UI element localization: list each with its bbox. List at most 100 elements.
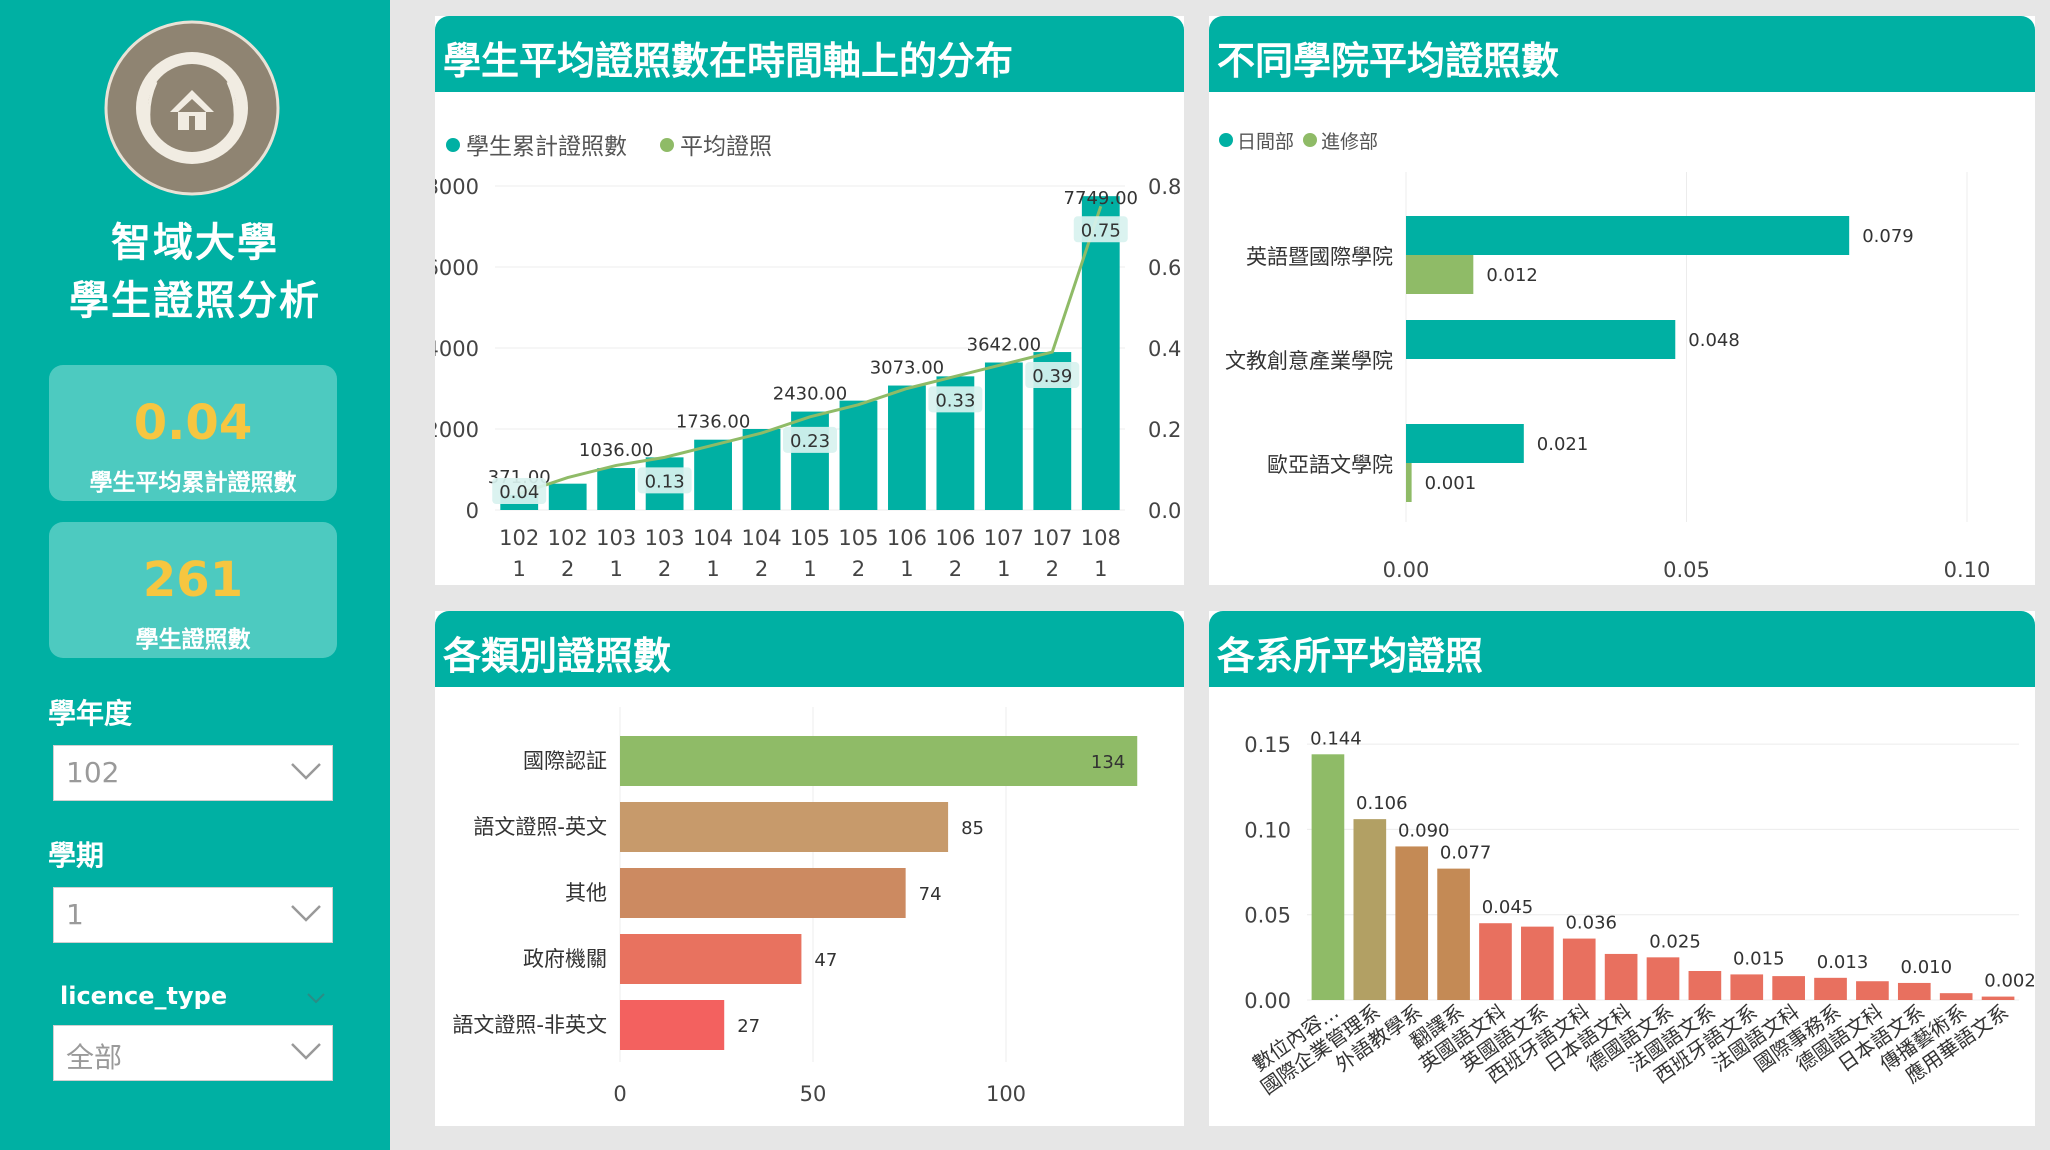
x-tick-year: 103 [645, 526, 685, 550]
x-tick-term: 2 [949, 557, 962, 581]
bar-evening [1406, 255, 1474, 294]
bar-data-label: 134 [1091, 752, 1125, 773]
x-tick-year: 104 [693, 526, 733, 550]
category-chart: 0 50 100 國際認証 134 語文證照-英文 85 其他 74 政府機關 47 語文證照-非英文… [452, 707, 1138, 1106]
dept-panel: 各系所平均證照 0.00 0.05 0.10 0.15 0.144 數位內容... 0.10… [1209, 611, 2035, 1126]
bar-data-label: 1036.00 [579, 440, 653, 461]
college-label: 文教創意產業學院 [1225, 349, 1393, 373]
filter-year-select[interactable]: 102 [53, 745, 333, 801]
bar-cumulative [984, 362, 1023, 510]
x-tick-year: 105 [838, 526, 878, 550]
timeline-chart: 學生累計證照數 平均證照 0 2000 4000 6000 8000 0.0 0.2 0.4 0… [435, 134, 1181, 581]
line-label-box [783, 426, 837, 453]
bar-department [1437, 868, 1470, 1000]
kpi-avg-card: 0.04 學生平均累計證照數 [49, 365, 337, 501]
legend-dot-average [660, 138, 674, 152]
x-tick-term: 1 [1094, 557, 1107, 581]
x-tick-year: 104 [741, 526, 781, 550]
college-label: 英語暨國際學院 [1246, 245, 1393, 269]
x-tick-term: 2 [658, 557, 671, 581]
bar-category [620, 934, 802, 984]
y-tick-label-left: 4000 [435, 337, 479, 361]
category-panel: 各類別證照數 0 50 100 國際認証 134 語文證照-英文 85 其他 74 政府機關 47 語… [435, 611, 1184, 1126]
bar-department [1772, 976, 1805, 1000]
bar-cumulative [742, 429, 781, 510]
bar-department [1479, 923, 1512, 1000]
filter-year-value: 102 [66, 756, 120, 789]
bar-cumulative [694, 439, 732, 510]
filter-term-select[interactable]: 1 [53, 887, 333, 943]
x-tick-term: 1 [513, 557, 526, 581]
bar-data-label: 0.010 [1901, 957, 1953, 978]
x-tick-year: 102 [499, 526, 539, 550]
college-panel: 不同學院平均證照數 日間部 進修部 0.00 0.05 0.10 英語暨國際學院 0.0… [1209, 16, 2035, 585]
filter-type-select[interactable]: 全部 [53, 1025, 333, 1081]
line-data-label: 0.33 [935, 390, 975, 411]
kpi-count-card: 261 學生證照數 [49, 522, 337, 658]
timeline-panel-title: 學生平均證照數在時間軸上的分布 [443, 39, 1014, 83]
bar-department [1688, 970, 1722, 1000]
dept-panel-header: 各系所平均證照 [1209, 611, 2035, 687]
x-tick-year: 106 [935, 526, 975, 550]
bar-data-label: 0.036 [1565, 913, 1617, 934]
bar-category [620, 868, 906, 918]
category-label: 其他 [565, 881, 607, 905]
x-tick-year: 107 [1032, 526, 1072, 550]
y-tick-label-left: 8000 [435, 175, 479, 199]
y-tick-label-right: 0.8 [1148, 175, 1181, 199]
kpi-count-label: 學生證照數 [135, 627, 251, 653]
legend-evening: 進修部 [1321, 131, 1378, 153]
legend-dot-cumulative [446, 138, 460, 152]
line-data-label: 0.04 [499, 482, 539, 503]
bar-day [1406, 320, 1676, 359]
y-tick-label-left: 6000 [435, 256, 479, 280]
x-tick-label: 100 [986, 1082, 1026, 1106]
bar-data-label: 0.144 [1310, 728, 1362, 749]
x-tick-label: 0.00 [1383, 558, 1430, 582]
bar-department [1730, 974, 1764, 1000]
legend-dot-evening [1303, 133, 1317, 147]
line-label-box [492, 478, 547, 504]
kpi-count-value: 261 [142, 552, 244, 608]
legend-cumulative: 學生累計證照數 [466, 134, 627, 160]
app-title-line2: 學生證照分析 [69, 278, 321, 324]
y-tick-label-right: 0.0 [1148, 499, 1181, 523]
bar-department [1897, 982, 1931, 1000]
app-title-line1: 智域大學 [111, 220, 279, 266]
dept-chart: 0.000.050.100.15 0.144數位內容...0.106國際企業管理系… [1244, 728, 2035, 1099]
x-tick-term: 1 [706, 557, 719, 581]
legend-dot-day [1219, 133, 1233, 147]
bar-cumulative [839, 400, 878, 510]
bar-department [1604, 953, 1638, 1000]
line-data-label: 0.75 [1081, 220, 1121, 241]
bar-department [1856, 981, 1889, 1000]
x-tick-year: 106 [887, 526, 927, 550]
bar-cumulative [597, 468, 636, 510]
line-data-label: 0.39 [1032, 366, 1072, 387]
bar-department [1939, 993, 1973, 1000]
sidebar: 智域大學 學生證照分析 0.04 學生平均累計證照數 261 學生證照數 學年度… [0, 0, 390, 1150]
bar-cumulative [548, 483, 587, 510]
college-label: 歐亞語文學院 [1267, 453, 1393, 477]
bar-data-label: 27 [737, 1016, 760, 1037]
category-panel-title: 各類別證照數 [443, 634, 672, 678]
line-data-label: 0.23 [790, 431, 830, 452]
bar-data-label: 0.002 [1984, 971, 2035, 992]
bar-data-label: 7749.00 [1064, 188, 1138, 209]
x-tick-label: 0 [613, 1082, 626, 1106]
bar-data-label: 0.012 [1486, 265, 1538, 286]
bar-data-label: 47 [814, 950, 837, 971]
line-label-box [928, 386, 983, 413]
bar-department [1311, 754, 1345, 1000]
bar-data-label: 3642.00 [967, 334, 1041, 355]
bar-data-label: 3073.00 [870, 358, 944, 379]
x-tick-term: 2 [852, 557, 865, 581]
bar-data-label: 1736.00 [676, 412, 750, 433]
x-tick-year: 103 [596, 526, 636, 550]
bar-cumulative [791, 411, 829, 510]
bar-department [1395, 846, 1429, 1000]
collapse-chevron-icon[interactable] [306, 992, 326, 1006]
college-chart: 日間部 進修部 0.00 0.05 0.10 英語暨國際學院 0.079 0.012 文教創… [1219, 131, 1990, 582]
bar-data-label: 0.048 [1688, 330, 1740, 351]
x-tick-year: 102 [548, 526, 588, 550]
